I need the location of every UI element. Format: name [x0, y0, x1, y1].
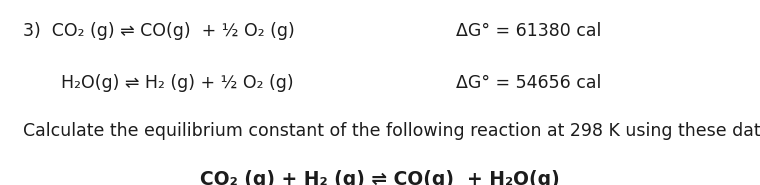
Text: ΔG° = 61380 cal: ΔG° = 61380 cal: [456, 22, 601, 40]
Text: 3)  CO₂ (g) ⇌ CO(g)  + ½ O₂ (g): 3) CO₂ (g) ⇌ CO(g) + ½ O₂ (g): [23, 22, 295, 40]
Text: Calculate the equilibrium constant of the following reaction at 298 K using thes: Calculate the equilibrium constant of th…: [23, 122, 760, 140]
Text: ΔG° = 54656 cal: ΔG° = 54656 cal: [456, 74, 601, 92]
Text: CO₂ (g) + H₂ (g) ⇌ CO(g)  + H₂O(g): CO₂ (g) + H₂ (g) ⇌ CO(g) + H₂O(g): [200, 170, 560, 185]
Text: H₂O(g) ⇌ H₂ (g) + ½ O₂ (g): H₂O(g) ⇌ H₂ (g) + ½ O₂ (g): [61, 74, 293, 92]
